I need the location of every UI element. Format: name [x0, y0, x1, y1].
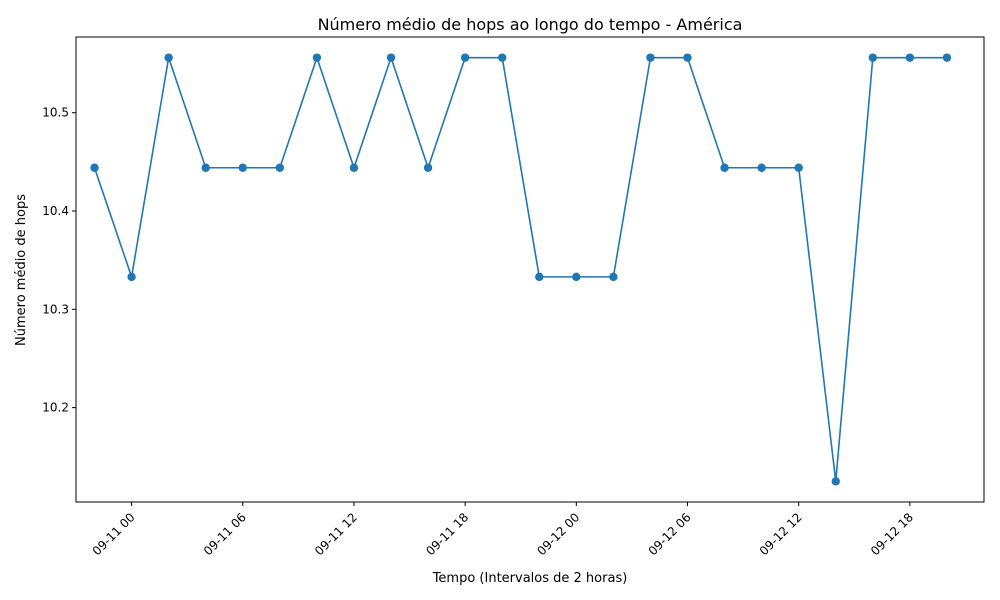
data-point	[90, 163, 99, 172]
data-point	[275, 163, 285, 172]
series-line	[93, 56, 947, 483]
data-point	[720, 163, 729, 172]
data-point	[423, 163, 433, 172]
data-point	[572, 272, 581, 282]
axes-frame	[75, 36, 985, 503]
data-point	[609, 272, 618, 282]
y-axis-label: Número médio de hops	[14, 194, 29, 346]
data-point	[868, 53, 878, 62]
data-point	[238, 163, 247, 172]
data-point	[757, 163, 766, 172]
data-point	[905, 53, 915, 62]
data-point	[794, 163, 803, 172]
data-point	[127, 272, 136, 282]
data-point	[942, 53, 952, 62]
data-point	[386, 53, 396, 62]
data-point	[535, 272, 544, 282]
data-point	[349, 163, 359, 172]
data-point	[164, 53, 173, 62]
y-tick-label: 10.3	[42, 302, 69, 316]
y-tick-label: 10.2	[42, 401, 69, 415]
data-point	[683, 53, 692, 62]
data-point	[498, 53, 507, 62]
x-axis-label: Tempo (Intervalos de 2 horas)	[432, 571, 628, 586]
data-point	[646, 53, 655, 62]
plot-area	[90, 53, 952, 486]
chart-title: Número médio de hops ao longo do tempo -…	[318, 15, 743, 34]
y-tick-label: 10.4	[42, 204, 69, 218]
data-point	[831, 477, 840, 486]
data-point	[312, 53, 322, 62]
y-tick-label: 10.5	[42, 106, 69, 120]
data-point	[201, 163, 210, 172]
data-point	[460, 53, 470, 62]
